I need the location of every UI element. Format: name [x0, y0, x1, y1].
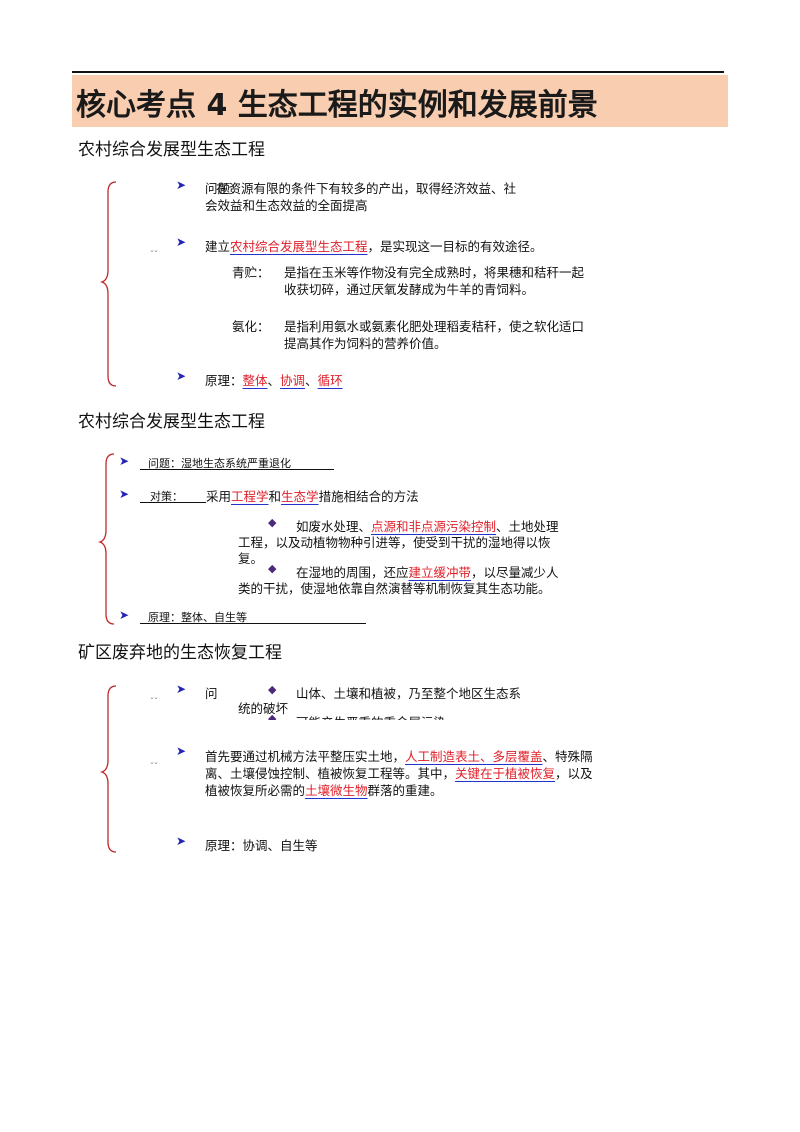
arrow-icon: ➤ — [176, 834, 187, 848]
arrow-icon: ➤ — [176, 235, 187, 249]
s2-item2-line1: 在湿地的周围，还应建立缓冲带，以尽量减少人 — [296, 565, 559, 580]
small-mark: ˘˘ — [150, 250, 158, 259]
s1-measure: 建立农村综合发展型生态工程，是实现这一目标的有效途径。 — [205, 239, 543, 254]
s1-problem-label: 问题： — [205, 181, 243, 196]
s1-ammonia-line1: 是指利用氨水或氨素化肥处理稻麦秸秆，使之软化适口 — [284, 319, 585, 334]
s1-silage-line1: 是指在玉米等作物没有完全成熟时，将果穗和秸秆一起 — [284, 265, 585, 280]
s2-item1-line3: 复。 — [238, 551, 264, 566]
section2-brace — [97, 453, 115, 625]
s2-measure: 采用工程学和生态学措施相结合的方法 — [206, 489, 419, 504]
s3-measure-line3: 植被恢复所必需的土壤微生物群落的重建。 — [205, 783, 443, 798]
arrow-icon: ➤ — [176, 178, 187, 192]
small-mark: ˘˘ — [150, 697, 158, 706]
s3-problem-item2: 可能产生严重的重金属污染 — [296, 712, 446, 720]
diamond-bullet-icon: ◆ — [268, 562, 277, 575]
page-title: 核心考点 4 生态工程的实例和发展前景 — [76, 88, 598, 123]
s1-ammonia-line2: 提高其作为饲料的营养价值。 — [284, 336, 447, 351]
s1-principle: 原理：整体、协调、循环 — [205, 373, 343, 388]
s1-silage-label: 青贮： — [232, 265, 270, 280]
section1-brace — [99, 181, 117, 387]
s3-problem-item1-line1: 山体、土壤和植被，乃至整个地区生态系 — [296, 686, 522, 701]
s3-problem-label: 问 — [205, 686, 218, 701]
arrow-icon: ➤ — [119, 487, 130, 501]
arrow-icon: ➤ — [119, 454, 130, 468]
s2-measure-label: 对策： — [150, 490, 183, 503]
s2-problem: 问题：湿地生态系统严重退化 — [148, 457, 291, 470]
section3-heading: 矿区废弃地的生态恢复工程 — [78, 643, 282, 663]
s2-principle: 原理：整体、自生等 — [148, 611, 247, 624]
section1-heading: 农村综合发展型生态工程 — [78, 140, 265, 160]
s2-item1-line1: 如废水处理、点源和非点源污染控制、土地处理 — [296, 519, 559, 534]
s1-problem-line1: 在资源有限的条件下有较多的产出，取得经济效益、社 — [216, 181, 517, 196]
s2-item2-line2: 类的干扰，使湿地依靠自然演替等机制恢复其生态功能。 — [238, 581, 551, 596]
diamond-bullet-icon: ◆ — [268, 516, 277, 529]
small-mark: ˘˘ — [150, 762, 158, 771]
arrow-icon: ➤ — [176, 369, 187, 383]
s2-principle-underline — [140, 623, 366, 624]
arrow-icon: ➤ — [176, 744, 187, 758]
s3-principle: 原理：协调、自生等 — [205, 838, 318, 853]
arrow-icon: ➤ — [119, 608, 130, 622]
top-rule — [72, 71, 724, 73]
title-bar — [72, 75, 728, 127]
s1-ammonia-label: 氨化： — [232, 319, 270, 334]
diamond-bullet-icon: ◆ — [268, 683, 277, 696]
s2-problem-underline — [140, 469, 334, 470]
section3-brace — [99, 685, 117, 853]
s2-measure-underline — [140, 502, 206, 503]
s3-problem-item2-clip: ◆ 可能产生严重的重金属污染 — [266, 712, 496, 720]
section2-heading: 农村综合发展型生态工程 — [78, 412, 265, 432]
s3-problem-item1-line2: 统的破坏 — [238, 701, 289, 716]
s1-silage-line2: 收获切碎，通过厌氧发酵成为牛羊的青饲料。 — [284, 282, 535, 297]
arrow-icon: ➤ — [176, 682, 187, 696]
s3-measure-line2: 离、土壤侵蚀控制、植被恢复工程等。其中，关键在于植被恢复，以及 — [205, 766, 593, 781]
s3-measure-line1: 首先要通过机械方法平整压实土地，人工制造表土、多层覆盖、特殊隔 — [205, 749, 593, 764]
s2-item1-line2: 工程，以及动植物物种引进等，使受到干扰的湿地得以恢 — [238, 535, 551, 550]
diamond-bullet-icon: ◆ — [268, 712, 277, 720]
s1-problem-line2: 会效益和生态效益的全面提高 — [205, 198, 368, 213]
